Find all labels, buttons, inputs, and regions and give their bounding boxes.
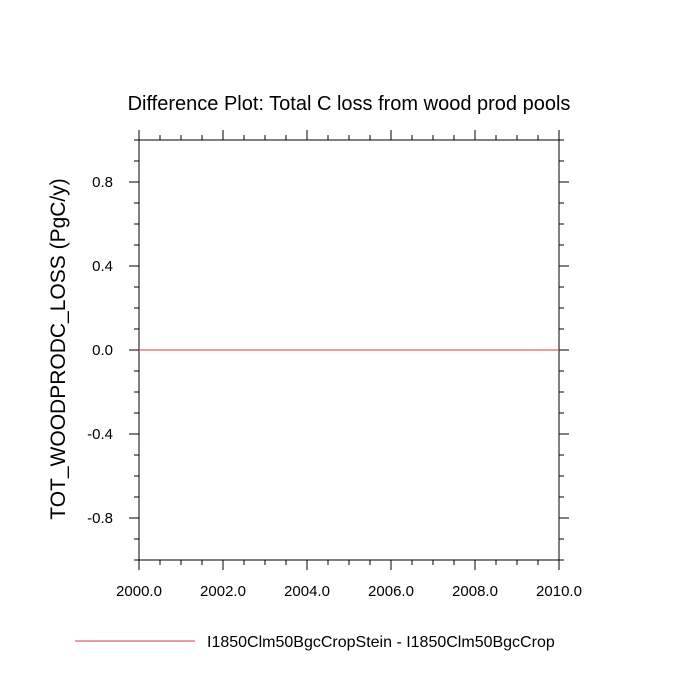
- x-tick-label: 2006.0: [368, 583, 414, 600]
- chart-title: Difference Plot: Total C loss from wood …: [128, 93, 571, 115]
- y-tick-label: 0.8: [92, 174, 113, 191]
- y-axis-label: TOT_WOODPRODC_LOSS (PgC/y): [47, 178, 70, 520]
- x-tick-label: 2000.0: [116, 583, 162, 600]
- x-tick-label: 2004.0: [284, 583, 330, 600]
- y-tick-label: 0.4: [92, 258, 113, 275]
- x-tick-label: 2002.0: [200, 583, 246, 600]
- legend: I1850Clm50BgcCropStein - I1850Clm50BgcCr…: [75, 634, 555, 651]
- legend-label: I1850Clm50BgcCropStein - I1850Clm50BgcCr…: [207, 634, 555, 651]
- x-tick-label: 2008.0: [452, 583, 498, 600]
- y-tick-label: -0.8: [87, 510, 113, 527]
- y-tick-label: -0.4: [87, 426, 113, 443]
- y-tick-label: 0.0: [92, 342, 113, 359]
- axis-ticks: -0.8 -0.4 0.0 0.4 0.8 2000.0 2002.0 2004.0 2006.…: [87, 130, 582, 600]
- x-tick-label: 2010.0: [536, 583, 582, 600]
